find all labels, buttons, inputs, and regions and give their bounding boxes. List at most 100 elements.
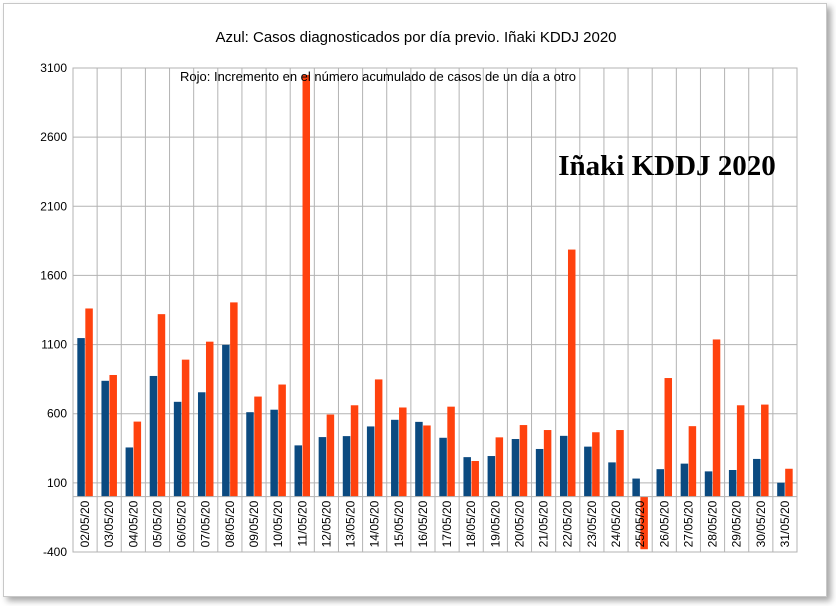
bar-blue [656,469,665,497]
bar-red [567,249,576,497]
bar-blue [777,482,785,497]
bar-blue [197,392,206,497]
bar-blue [753,458,761,497]
bar-red [278,384,286,497]
x-tick-label: 22/05/20 [561,500,575,547]
x-tick-label: 13/05/20 [344,500,358,547]
bar-red [181,359,190,497]
bar-red [254,396,262,497]
x-tick-label: 27/05/20 [681,500,695,547]
bar-red [736,405,745,497]
bar-red [133,421,142,497]
bar-blue [439,437,447,497]
y-tick-label: 100 [47,476,67,490]
bar-blue [487,456,496,497]
bar-red [471,461,479,497]
chart-frame [3,3,827,597]
y-tick-label: 3100 [40,61,67,75]
x-tick-label: 19/05/20 [488,500,502,547]
bar-red [543,430,552,497]
bar-blue [101,380,109,497]
x-tick-labels: 02/05/20 03/05/20 04/05/20 05/05/20 06/05/20… [78,500,792,547]
x-tick-label: 06/05/20 [175,500,189,547]
watermark-text: Iñaki KDDJ 2020 [558,150,776,182]
bar-blue [173,401,182,497]
bar-blue [559,435,568,497]
bar-red [495,437,504,497]
bar-blue [222,344,230,497]
chart-title: Azul: Casos diagnosticados por día previ… [215,29,616,46]
bar-red [664,378,673,497]
x-tick-label: 30/05/20 [754,500,768,547]
chart-subtitle: Rojo: Incremento en el número acumulado … [180,69,576,84]
bar-blue [704,471,713,497]
bar-blue [366,426,375,497]
x-tick-label: 03/05/20 [102,500,116,547]
bar-blue [149,375,158,497]
x-tick-label: 26/05/20 [657,500,671,547]
bar-blue [270,409,278,497]
axes [72,67,798,553]
plot-border [72,67,798,553]
bar-red [712,339,721,497]
x-tick-label: 02/05/20 [78,500,92,547]
x-tick-label: 16/05/20 [416,500,430,547]
y-tick-label: 2100 [40,199,67,213]
x-tick-label: 24/05/20 [609,500,623,547]
bar-red [350,405,359,497]
bar-red [399,407,407,497]
y-tick-label: 2600 [40,130,67,144]
x-tick-label: 25/05/20 [633,500,647,547]
gridlines [72,67,798,553]
bar-red [374,379,383,497]
bar-blue [608,462,616,497]
bar-blue [511,439,520,497]
bar-red [302,74,311,497]
bar-blue [294,445,303,497]
y-tick-label: 1600 [40,268,67,282]
x-tick-label: 14/05/20 [368,500,382,547]
y-tick-labels: -400 100 600 1100 1600 2100 2600 3100 [40,61,67,559]
bar-red [326,414,335,497]
x-tick-label: 31/05/20 [778,500,792,547]
x-tick-label: 12/05/20 [319,500,333,547]
bar-blue [415,421,423,497]
bars [77,74,793,550]
x-tick-label: 17/05/20 [440,500,454,547]
x-tick-label: 15/05/20 [392,500,406,547]
x-tick-label: 05/05/20 [150,500,164,547]
bar-red [785,468,793,497]
y-tick-label: -400 [43,545,67,559]
y-tick-label: 600 [47,407,67,421]
bar-blue [632,478,640,497]
bar-blue [77,338,85,497]
x-tick-label: 09/05/20 [247,500,261,547]
bar-blue [246,412,254,497]
bar-red [157,314,166,497]
x-tick-label: 29/05/20 [730,500,744,547]
x-tick-label: 21/05/20 [537,500,551,547]
bar-blue [318,437,327,497]
bar-red [761,404,769,497]
y-tick-label: 1100 [41,338,67,352]
bar-red [519,425,528,497]
x-tick-label: 11/05/20 [295,500,309,546]
bar-blue [535,448,544,497]
bar-red [423,425,431,497]
x-tick-label: 08/05/20 [223,500,237,547]
bar-blue [463,457,471,497]
x-tick-label: 18/05/20 [464,500,478,547]
bar-blue [391,419,399,497]
bar-blue [342,436,351,497]
bar-red [592,432,600,497]
x-tick-label: 04/05/20 [126,500,140,547]
bar-red [447,406,455,497]
bar-red [205,341,214,497]
bar-red [230,302,238,497]
x-tick-label: 20/05/20 [512,500,526,547]
bar-red [109,374,117,497]
x-tick-label: 07/05/20 [199,500,213,547]
x-tick-label: 23/05/20 [585,500,599,547]
bar-red [616,430,624,497]
bar-blue [680,463,689,497]
